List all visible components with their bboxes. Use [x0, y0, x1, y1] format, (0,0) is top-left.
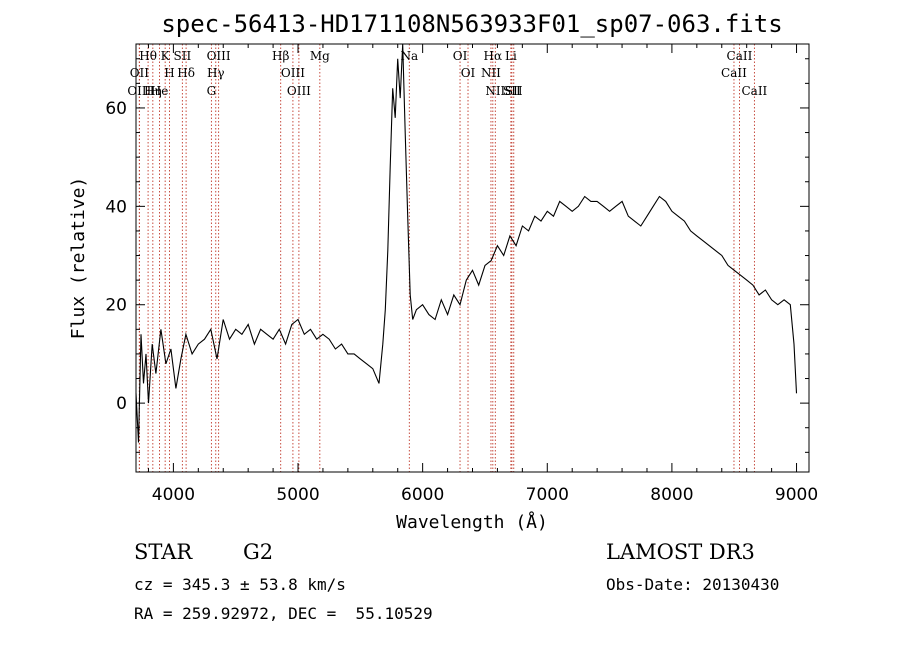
- spectral-line-label: Hβ: [272, 49, 289, 63]
- spectral-line-label: NII: [485, 84, 505, 98]
- subclass-label: G2: [243, 540, 274, 564]
- spectral-line-label: OII: [130, 66, 150, 80]
- class-label: STAR: [134, 540, 193, 564]
- spectral-line-label: Mg: [310, 49, 330, 63]
- spectral-line-label: SII: [503, 84, 521, 98]
- spectral-line-label: Hα: [484, 49, 503, 63]
- spectral-line-label: OIII: [281, 66, 305, 80]
- y-tick-label: 60: [105, 99, 127, 119]
- spectral-line-label: G: [207, 84, 217, 98]
- spectral-line-label: CaII: [721, 66, 747, 80]
- spectral-line-label: CaII: [727, 49, 753, 63]
- y-tick-label: 40: [105, 197, 127, 217]
- chart-title: spec-56413-HD171108N563933F01_sp07-063.f…: [161, 10, 782, 38]
- x-tick-label: 6000: [401, 485, 444, 505]
- x-tick-label: 8000: [650, 485, 693, 505]
- x-tick-label: 5000: [276, 485, 319, 505]
- survey-label: LAMOST DR3: [606, 540, 755, 564]
- spectral-line-label: OIII: [127, 84, 151, 98]
- spectral-line-label: OIII: [287, 84, 311, 98]
- spectral-line-label: Na: [400, 49, 418, 63]
- spectral-line-label: OI: [453, 49, 468, 63]
- spectral-line-label: CaII: [741, 84, 767, 98]
- obs-date: Obs-Date: 20130430: [606, 575, 780, 594]
- x-tick-label: 9000: [775, 485, 818, 505]
- spectral-line-label: Hδ: [177, 66, 195, 80]
- y-axis-label: Flux (relative): [68, 177, 89, 340]
- coordinates: RA = 259.92972, DEC = 55.10529: [134, 604, 433, 623]
- spectral-line-label: OI: [461, 66, 476, 80]
- spectral-line-label: K: [161, 49, 171, 63]
- spectrum-line: [135, 43, 798, 443]
- spectral-line-label: Hθ: [139, 49, 157, 63]
- spectral-line-label: Li: [505, 49, 517, 63]
- spectral-line-label: SII: [505, 84, 523, 98]
- plot-frame: [135, 43, 810, 473]
- cz-value: cz = 345.3 ± 53.8 km/s: [134, 575, 346, 594]
- spectral-line-label: He: [151, 84, 169, 98]
- spectral-line-label: OIII: [207, 49, 231, 63]
- x-axis-label: Wavelength (Å): [396, 511, 548, 533]
- spectral-line-label: Hγ: [207, 66, 225, 80]
- y-tick-label: 20: [105, 296, 127, 316]
- spectral-line-label: SII: [174, 49, 192, 63]
- spectral-line-label: Hη: [144, 84, 162, 98]
- spectral-line-label: H: [164, 66, 174, 80]
- spectral-line-label: NII: [481, 66, 501, 80]
- x-tick-label: 4000: [152, 485, 195, 505]
- y-tick-label: 0: [116, 394, 127, 414]
- x-tick-label: 7000: [526, 485, 569, 505]
